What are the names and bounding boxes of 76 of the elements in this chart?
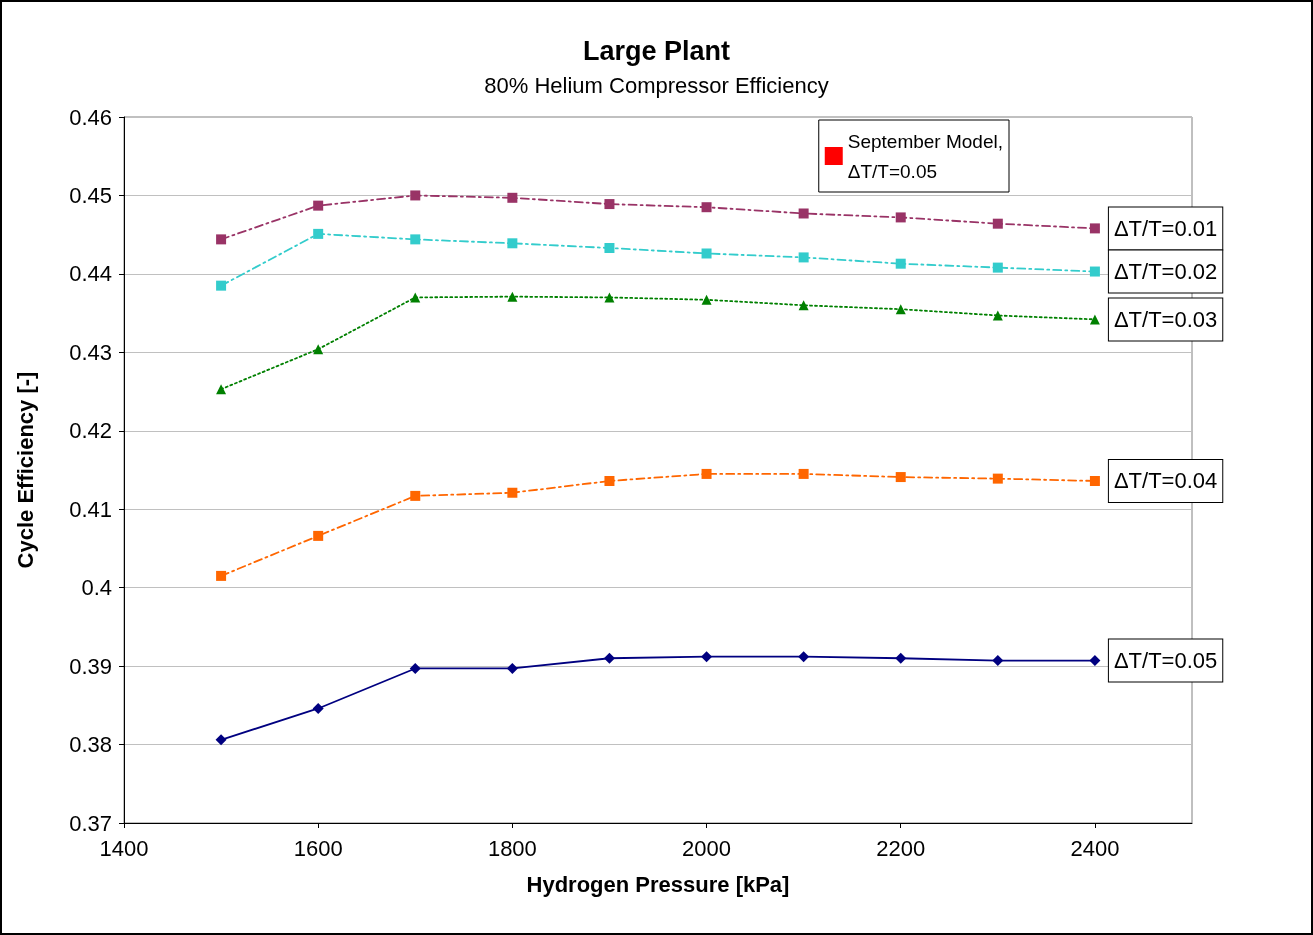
point	[992, 262, 1003, 273]
chart-title: Large Plant	[582, 35, 731, 66]
point	[701, 468, 712, 479]
y-tick-label: 0.43	[69, 339, 112, 365]
legend-label: September Model, ΔT/T=0.05	[847, 130, 1003, 182]
point	[215, 734, 227, 746]
point	[1089, 223, 1100, 234]
point	[701, 651, 713, 663]
point	[798, 208, 809, 219]
point	[798, 468, 809, 479]
point	[604, 292, 615, 303]
y-tick-label: 0.41	[69, 496, 112, 522]
point	[603, 652, 615, 664]
point	[1089, 266, 1100, 277]
point	[701, 202, 712, 213]
point	[992, 218, 1003, 229]
point	[1089, 475, 1100, 486]
x-tick-label: 2200	[876, 835, 926, 861]
y-axis-title: Cycle Efficiency [-]	[12, 371, 38, 569]
point	[604, 243, 615, 253]
point	[604, 199, 615, 210]
point	[701, 248, 712, 259]
y-tick-label: 0.38	[69, 732, 112, 758]
point	[216, 384, 227, 395]
x-tick-label: 2400	[1070, 835, 1120, 861]
y-tick-label: 0.4	[81, 575, 112, 601]
point	[410, 292, 421, 303]
x-tick-label: 1400	[99, 835, 149, 861]
point	[410, 490, 421, 501]
point	[216, 570, 227, 581]
y-tick-label: 0.44	[69, 261, 112, 287]
x-axis-title: Hydrogen Pressure [kPa]	[526, 871, 790, 897]
x-tick-label: 2000	[682, 835, 732, 861]
series-label: ΔT/T=0.04	[1113, 468, 1218, 494]
series-label: ΔT/T=0.01	[1113, 215, 1218, 241]
point	[701, 294, 712, 305]
x-tick-label: 1600	[293, 835, 343, 861]
point	[895, 652, 907, 664]
point	[992, 473, 1003, 484]
y-tick-label: 0.37	[69, 810, 112, 836]
point	[410, 234, 421, 245]
chart-subtitle: 80% Helium Compressor Efficiency	[484, 72, 829, 98]
series-label: ΔT/T=0.05	[1113, 648, 1218, 674]
point	[798, 300, 809, 311]
point	[216, 280, 227, 291]
point	[313, 200, 324, 211]
y-tick-label: 0.46	[69, 104, 112, 130]
point	[1089, 655, 1101, 667]
point	[895, 472, 906, 483]
series-label: ΔT/T=0.02	[1113, 259, 1218, 285]
point	[992, 310, 1003, 321]
point	[992, 655, 1004, 667]
y-tick-label: 0.42	[69, 418, 112, 444]
point	[895, 212, 906, 223]
x-tick-label: 1800	[487, 835, 537, 861]
point	[313, 228, 324, 239]
point	[216, 234, 227, 245]
point	[895, 258, 906, 269]
point	[313, 530, 324, 541]
point	[313, 344, 324, 355]
point	[798, 651, 810, 663]
series-label: ΔT/T=0.03	[1113, 306, 1218, 332]
y-tick-label: 0.39	[69, 653, 112, 679]
point	[507, 238, 518, 249]
point	[507, 192, 518, 203]
point	[507, 291, 518, 302]
point	[507, 487, 518, 498]
point	[312, 702, 324, 714]
point	[798, 252, 809, 263]
point	[506, 662, 518, 674]
point	[604, 475, 615, 486]
y-tick-label: 0.45	[69, 182, 112, 208]
point	[1089, 314, 1100, 325]
point	[895, 304, 906, 315]
point	[410, 190, 421, 201]
point	[409, 662, 421, 674]
